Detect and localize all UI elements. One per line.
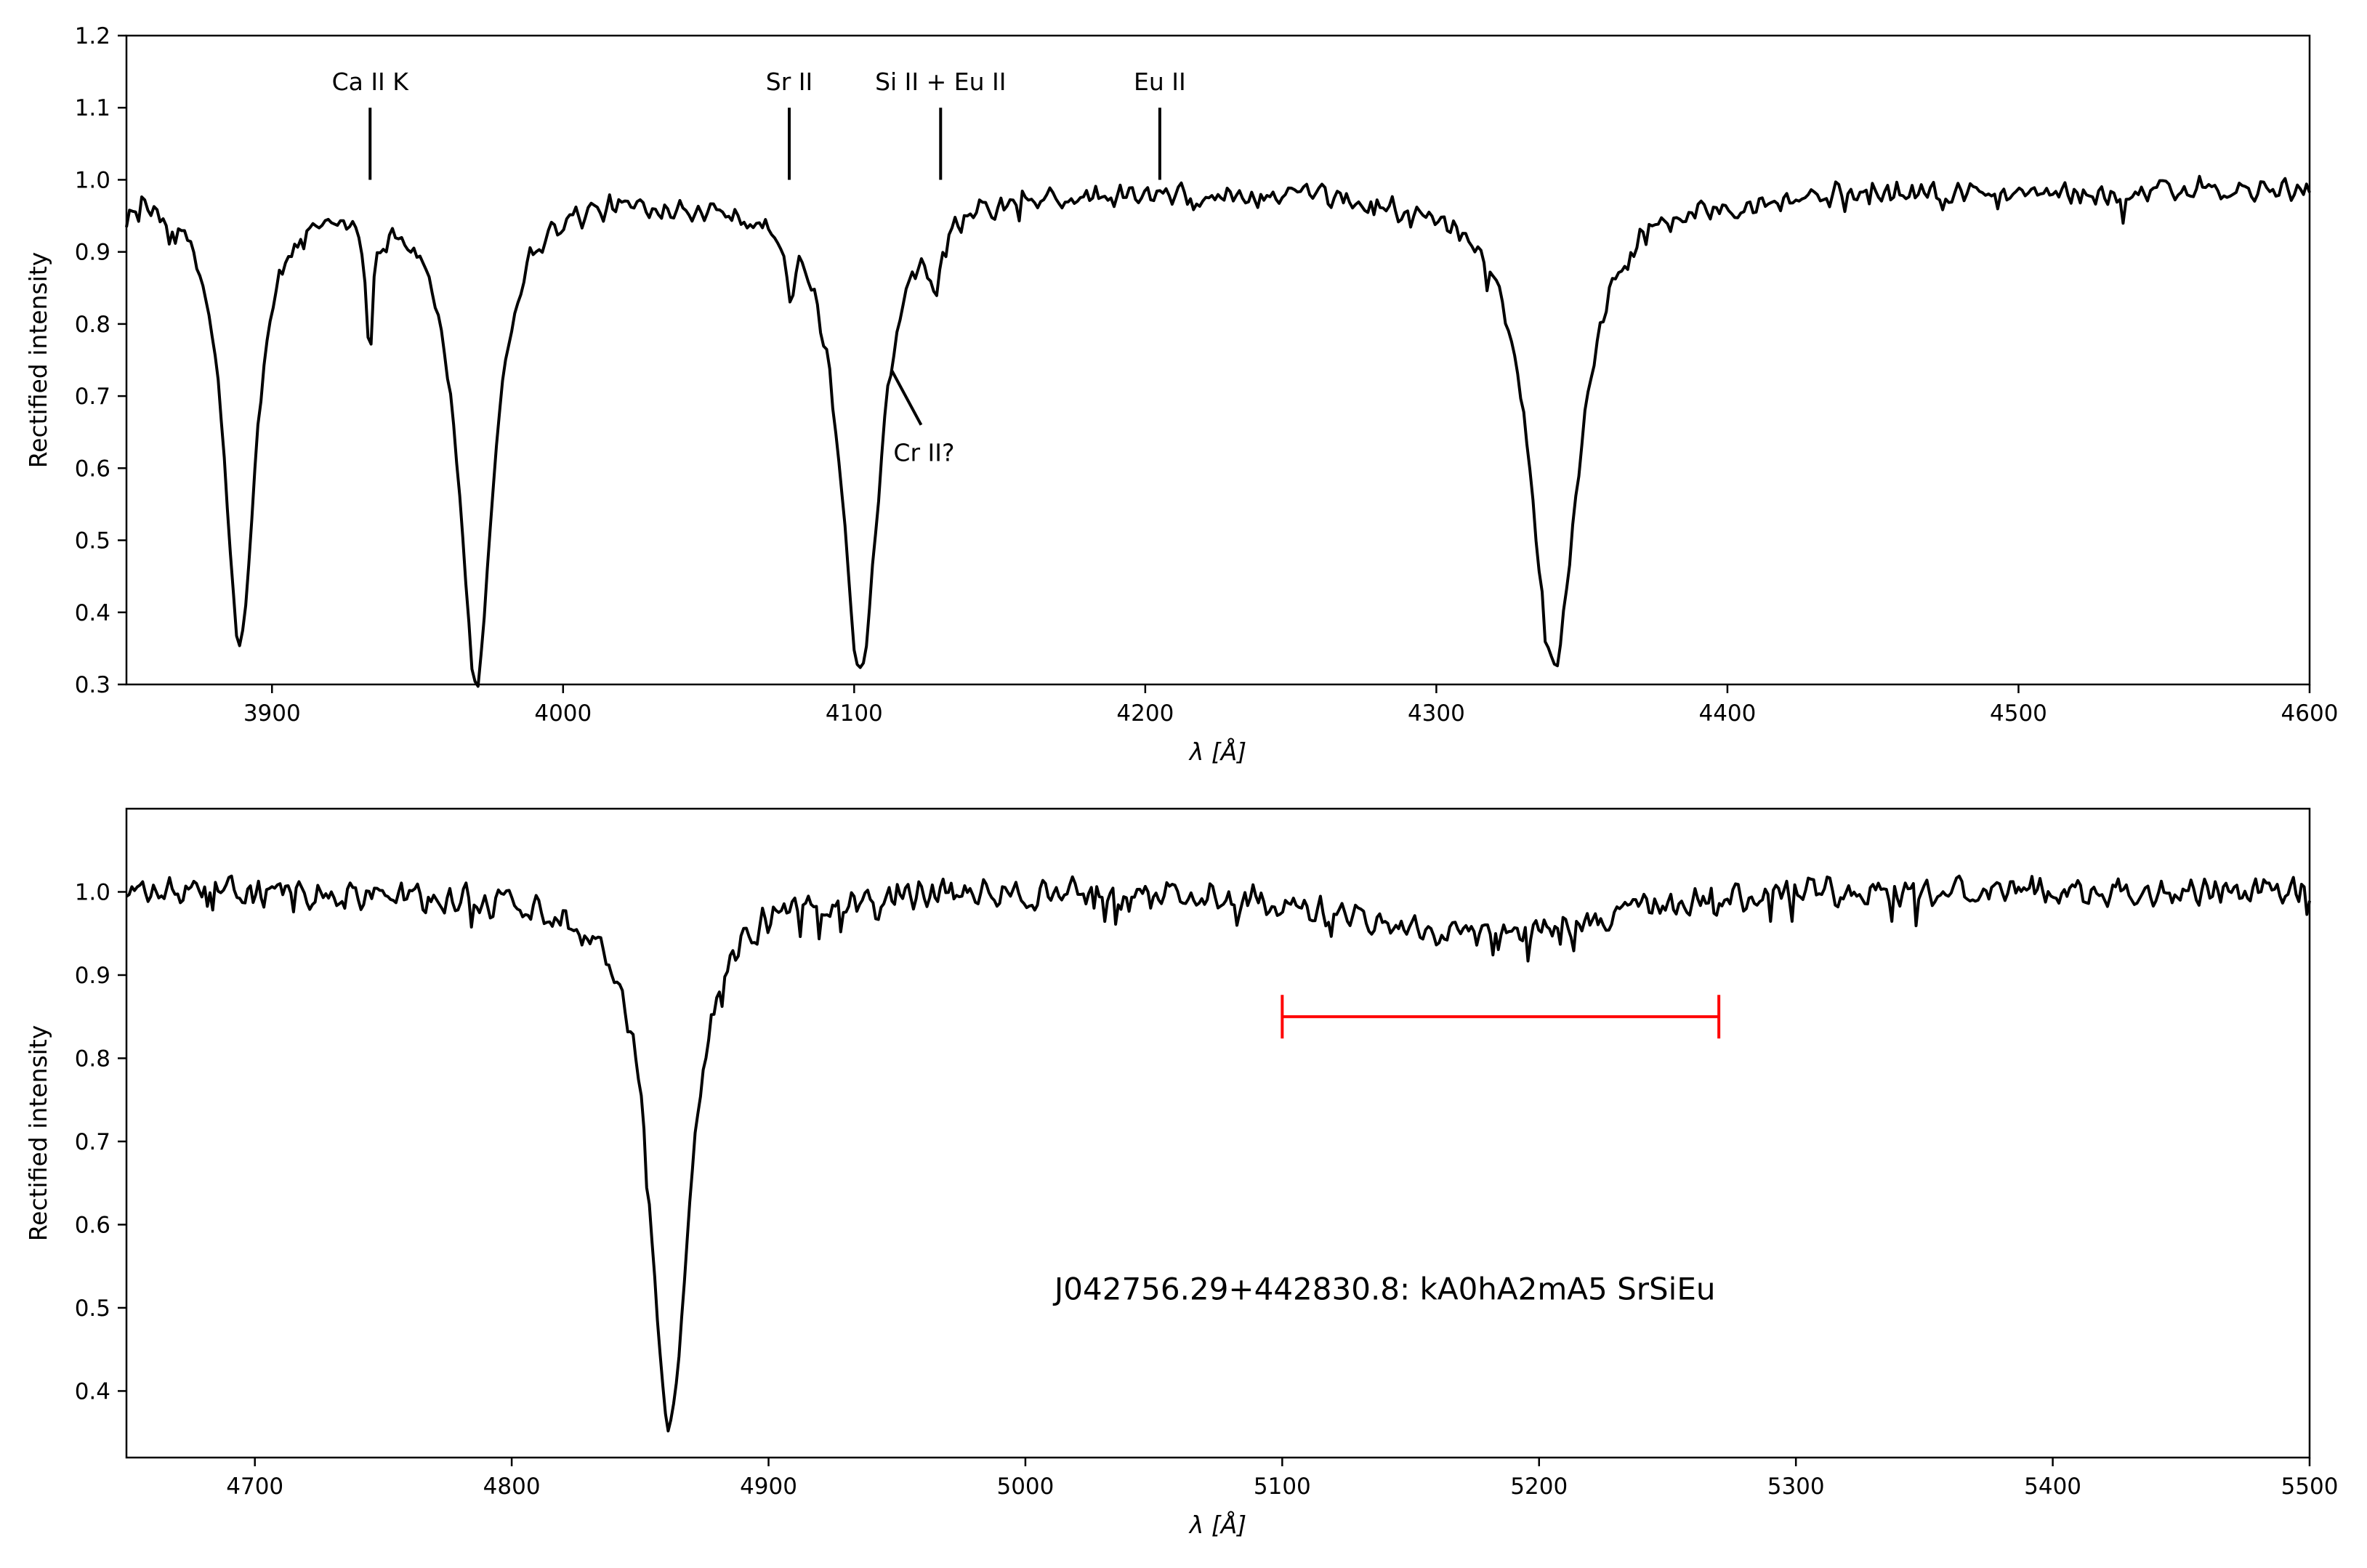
y-tick-label-0-4: 0.7 (75, 384, 110, 410)
x-tick-label-1-2: 4900 (740, 1474, 797, 1500)
x-tick-label-1-1: 4800 (483, 1474, 541, 1500)
y-tick-label-1-5: 0.9 (75, 963, 110, 989)
x-tick-label-1-6: 5300 (1767, 1474, 1825, 1500)
y-tick-label-0-6: 0.9 (75, 240, 110, 266)
pointer-line (890, 370, 923, 426)
y-tick-label-0-9: 1.2 (75, 23, 110, 49)
y-axis-label-0: Rectified intensity (24, 252, 52, 469)
x-tick-label-1-8: 5500 (2281, 1474, 2339, 1500)
spectrum-line-0 (125, 174, 2311, 688)
x-tick-label-1-3: 5000 (996, 1474, 1054, 1500)
line-marker-label-0: Ca II K (332, 68, 410, 96)
y-tick-label-1-2: 0.6 (75, 1212, 110, 1238)
line-marker-label-2: Si II + Eu II (875, 68, 1006, 96)
y-tick-label-0-8: 1.1 (75, 95, 110, 121)
x-tick-label-0-6: 4500 (1990, 700, 2047, 727)
x-tick-label-0-7: 4600 (2281, 700, 2339, 727)
x-tick-label-1-7: 5400 (2024, 1474, 2081, 1500)
axes-frame-0 (125, 34, 2311, 686)
x-tick-label-1-0: 4700 (226, 1474, 283, 1500)
y-tick-label-1-6: 1.0 (75, 879, 110, 905)
x-tick-label-0-1: 4000 (534, 700, 592, 727)
axes-frame-1 (125, 807, 2311, 1459)
star-designation: J042756.29+442830.8: kA0hA2mA5 SrSiEu (1052, 1271, 1716, 1306)
y-tick-label-1-3: 0.7 (75, 1129, 110, 1155)
x-tick-label-1-4: 5100 (1254, 1474, 1311, 1500)
y-tick-label-0-2: 0.5 (75, 528, 110, 554)
x-tick-label-0-0: 3900 (243, 700, 301, 727)
x-tick-label-1-5: 5200 (1510, 1474, 1568, 1500)
spectrum-panel-blue: 3900 4000 4100 4200 4300 4400 4500 4600 0.3 0.4 0.… (24, 23, 2338, 766)
spectrum-panel-green: 4700 4800 4900 5000 5100 5200 5300 5400 5500 0.4 0… (24, 807, 2339, 1539)
y-tick-label-0-7: 1.0 (75, 167, 110, 193)
y-axis-label-1: Rectified intensity (24, 1025, 52, 1242)
pointer-label: Cr II? (893, 438, 954, 466)
x-tick-label-0-4: 4300 (1408, 700, 1465, 727)
y-tick-label-0-1: 0.4 (75, 600, 110, 626)
y-tick-label-1-4: 0.8 (75, 1046, 110, 1072)
y-tick-label-0-0: 0.3 (75, 672, 110, 698)
x-tick-label-0-3: 4200 (1116, 700, 1174, 727)
x-tick-label-0-2: 4100 (826, 700, 883, 727)
y-tick-label-1-1: 0.5 (75, 1296, 110, 1322)
line-marker-label-3: Eu II (1134, 68, 1186, 96)
x-axis-label-0: λ [Å] (1188, 737, 1246, 766)
x-tick-label-0-5: 4400 (1698, 700, 1756, 727)
x-axis-label-1: λ [Å] (1188, 1510, 1246, 1539)
y-tick-label-0-3: 0.6 (75, 456, 110, 482)
y-tick-label-1-0: 0.4 (75, 1378, 110, 1405)
line-marker-label-1: Sr II (766, 68, 812, 96)
spectrum-line-1 (125, 874, 2311, 1433)
y-tick-label-0-5: 0.8 (75, 312, 110, 338)
